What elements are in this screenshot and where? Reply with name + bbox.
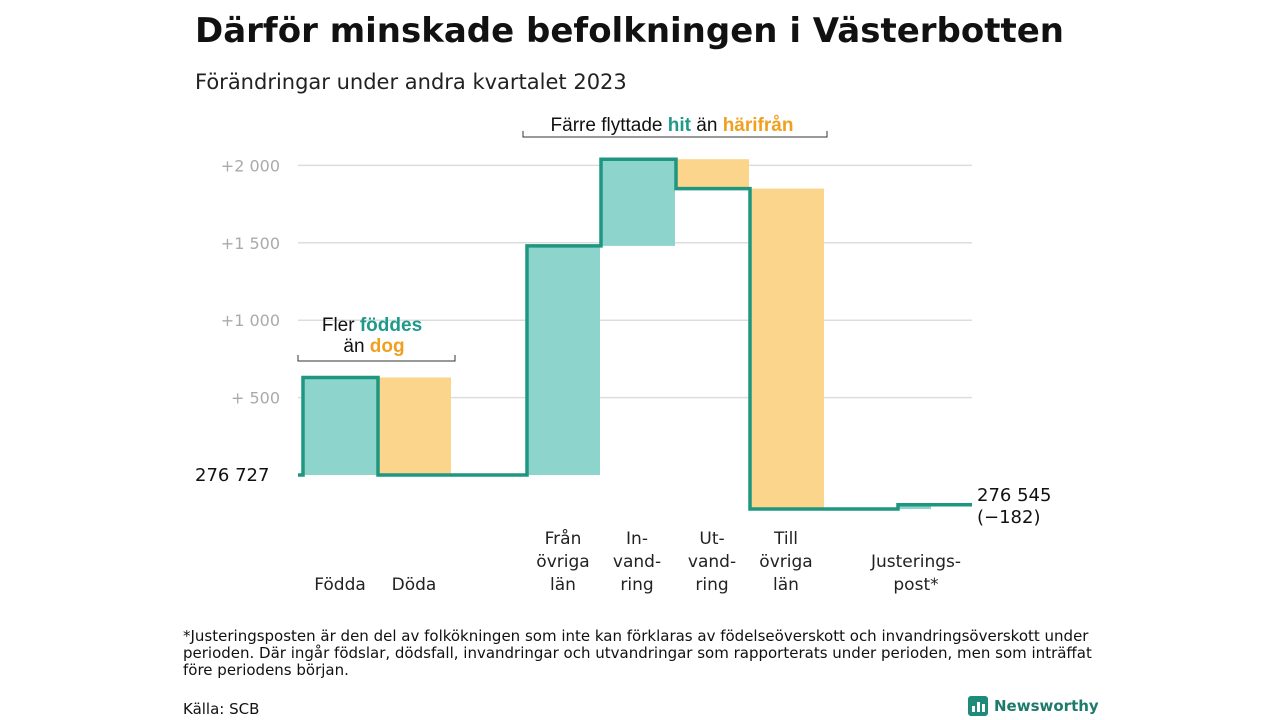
y-tick-label: +2 000 [221, 156, 280, 175]
annotation-text: Fler [322, 315, 360, 336]
svg-text:Fler föddes: Fler föddes [322, 315, 422, 336]
chart-title: Därför minskade befolkningen i Västerbot… [195, 11, 1064, 51]
source-label: Källa: SCB [183, 700, 260, 718]
migration-annotation: Färre flyttade hit än härifrån [522, 115, 828, 138]
annotation-text: Färre flyttade [551, 115, 668, 136]
category-label: Födda [314, 575, 366, 595]
bar [527, 245, 600, 475]
y-tick-label: +1 000 [221, 311, 280, 330]
y-axis-ticks: + 500 +1 000 +1 500 +2 000 [221, 156, 280, 407]
newsworthy-logo-icon [968, 696, 988, 716]
bar [898, 504, 931, 510]
newsworthy-logo: Newsworthy [968, 696, 1099, 716]
step-line [298, 157, 972, 511]
bar [676, 159, 749, 189]
category-label: Döda [392, 575, 437, 595]
end-change-label: (−182) [977, 507, 1040, 528]
bar [750, 188, 824, 510]
annotation-text: än [343, 336, 369, 357]
bars [303, 159, 931, 510]
y-tick-label: + 500 [231, 389, 280, 408]
svg-text:Färre flyttade hit än härifrån: Färre flyttade hit än härifrån [551, 115, 794, 136]
bar [378, 377, 451, 475]
category-label: Justerings-post* [870, 552, 961, 595]
end-value-label: 276 545 [977, 485, 1051, 506]
bar [601, 159, 675, 246]
category-labels: Födda Döda Från övriga län In-vand-ring Ut-van… [314, 528, 961, 595]
annotation-highlight-here: hit [668, 115, 692, 136]
annotation-text: än [691, 115, 723, 136]
annotation-bracket [297, 355, 456, 362]
births-deaths-annotation: Fler föddes än dog [297, 315, 456, 362]
y-tick-label: +1 500 [221, 234, 280, 253]
logo-text: Newsworthy [994, 697, 1099, 715]
cumulative-step-line [298, 157, 972, 511]
category-label: Från övriga län [536, 528, 589, 595]
annotation-bracket [522, 131, 828, 138]
category-label: Ut-vand-ring [688, 529, 736, 595]
annotation-highlight-died: dog [370, 336, 405, 357]
category-label: Till övriga län [759, 529, 812, 595]
svg-text:än dog: än dog [343, 336, 404, 357]
start-value-label: 276 727 [195, 465, 269, 486]
chart-subtitle: Förändringar under andra kvartalet 2023 [195, 70, 627, 94]
category-label: In-vand-ring [613, 529, 661, 595]
footnote: *Justeringsposten är den del av folkökni… [183, 627, 1092, 679]
bar [303, 377, 377, 475]
annotation-highlight-from-here: härifrån [723, 115, 794, 136]
annotation-highlight-born: föddes [360, 315, 422, 336]
